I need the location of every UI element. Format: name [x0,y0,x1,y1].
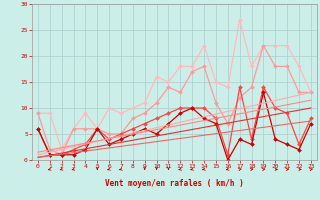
X-axis label: Vent moyen/en rafales ( km/h ): Vent moyen/en rafales ( km/h ) [105,179,244,188]
